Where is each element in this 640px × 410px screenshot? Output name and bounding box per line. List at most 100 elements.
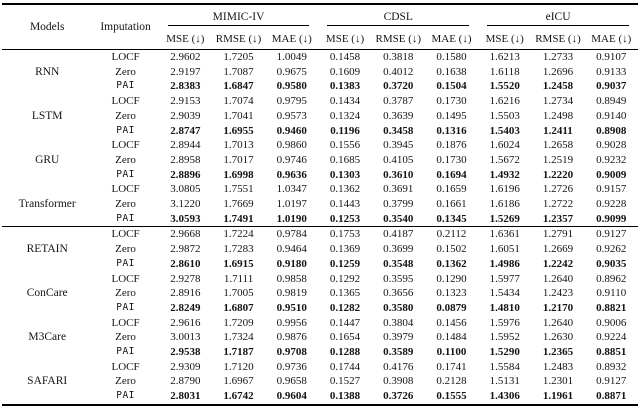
metric-value-cell: 1.0197: [276, 198, 307, 211]
metric-value-cell: 1.2640: [542, 316, 574, 329]
metric-value-cell: 0.1369: [329, 243, 361, 256]
metric-value-cell: 0.3804: [383, 316, 414, 329]
table-row: RNN LOCF 2.9602 1.7205 1.0049 0.1458 0.3818 0.1…: [2, 50, 638, 78]
metric-value-cell: 2.9538: [170, 346, 201, 359]
imputation-cell: PAI: [116, 124, 135, 136]
imputation-cell: Zero: [115, 198, 136, 211]
metric-value-cell: 0.3699: [383, 243, 414, 256]
metric-value-cell: 1.7013: [223, 139, 254, 152]
metric-value-cell: 0.0879: [436, 301, 467, 314]
metric-value-cell: 1.7005: [223, 287, 254, 300]
metric-value-cell: 1.7120: [223, 360, 254, 373]
column-header-imputation: Imputation: [92, 4, 159, 50]
imputation-cell: LOCF: [111, 139, 140, 152]
metric-value-cell: 0.3799: [383, 198, 414, 211]
metric-value-cell: 0.9573: [276, 109, 307, 122]
metric-value-cell: 2.9602: [170, 51, 201, 63]
metric-value-cell: 1.2357: [542, 212, 574, 225]
metric-value-cell: 1.2483: [542, 360, 574, 373]
table-row: PAI 2.8610 1.6915 0.9180 0.1259 0.3548 0.1362 1…: [2, 257, 638, 272]
imputation-cell: LOCF: [111, 183, 140, 196]
metric-value-cell: 1.7087: [223, 65, 254, 78]
metric-value-cell: 0.1362: [329, 183, 361, 196]
metric-value-cell: 1.7209: [223, 316, 254, 329]
metric-value-cell: 0.1484: [436, 331, 467, 344]
table-row: M3Care LOCF 2.9616 1.7209 0.9956 0.1447 0.3804…: [2, 316, 638, 344]
metric-value-cell: 3.0593: [170, 212, 201, 225]
metric-value-cell: 0.1556: [329, 139, 361, 152]
metric-value-cell: 0.4176: [383, 360, 414, 373]
metric-value-cell: 2.8944: [170, 139, 201, 152]
metric-value-cell: 0.1253: [329, 212, 361, 225]
metric-value-cell: 1.7324: [223, 331, 254, 344]
metric-value-cell: 0.2112: [424, 226, 479, 243]
metric-value-cell: 2.8896: [170, 168, 201, 181]
metric-value-cell: 0.1456: [436, 316, 467, 329]
table-row: LSTM LOCF 2.9153 1.7074 0.9795 0.1434 0.3787 0.…: [2, 94, 638, 122]
dataset-label: CDSL: [327, 11, 470, 26]
imputation-cell: Zero: [115, 109, 136, 122]
metric-value-cell: 0.1323: [436, 287, 467, 300]
metric-value-cell: 0.1100: [436, 346, 467, 359]
metric-value-cell: 0.3787: [383, 95, 414, 108]
table-row: Zero 2.8790 1.6967 0.9658 0.1527 0.3908 0.2128…: [2, 374, 638, 389]
metric-value-cell: 0.9006: [596, 316, 627, 329]
metric-value-cell: 0.9037: [596, 80, 627, 93]
metric-header-mae: MAE (↓): [265, 29, 319, 50]
metric-value-cell: 2.8610: [170, 257, 201, 270]
metric-value-cell: 0.3610: [383, 168, 414, 181]
metric-value-cell: 0.1741: [436, 360, 467, 373]
metric-value-cell: 1.5434: [489, 287, 520, 300]
table-row: PAI 2.8249 1.6807 0.9510 0.1282 0.3580 0.0879 1…: [2, 301, 638, 316]
metric-value-cell: 2.8249: [170, 301, 201, 314]
metric-value-cell: 1.6967: [223, 375, 254, 388]
table-row: PAI 2.9538 1.7187 0.9708 0.1288 0.3589 0.1100 1…: [2, 345, 638, 360]
metric-value-cell: 2.8790: [170, 375, 201, 388]
metric-value-cell: 0.3726: [383, 390, 414, 403]
metric-value-cell: 0.1365: [329, 287, 361, 300]
metric-value-cell: 2.9153: [170, 95, 201, 108]
metric-value-cell: 1.2669: [542, 243, 574, 256]
model-name-cell: RETAIN: [2, 226, 93, 272]
table-row: Zero 2.9197 1.7087 0.9675 0.1609 0.4012 0.1638…: [2, 65, 638, 80]
metric-value-cell: 1.5290: [489, 346, 520, 359]
metric-value-cell: 1.6742: [223, 390, 254, 403]
table-body: RNN LOCF 2.9602 1.7205 1.0049 0.1458 0.3818 0.1…: [2, 50, 638, 405]
metric-value-cell: 2.8383: [170, 80, 201, 93]
metric-value-cell: 0.3908: [383, 375, 414, 388]
metric-value-cell: 0.1876: [436, 139, 467, 152]
metric-value-cell: 3.1220: [170, 198, 201, 211]
metric-value-cell: 2.9309: [170, 360, 201, 373]
dataset-header-mimic-iv: MIMIC-IV: [159, 4, 319, 29]
imputation-cell: PAI: [116, 168, 135, 180]
metric-value-cell: 0.3595: [383, 272, 414, 285]
metric-value-cell: 1.5977: [489, 272, 520, 285]
metric-value-cell: 1.7205: [223, 51, 254, 63]
metric-value-cell: 0.1694: [436, 168, 467, 181]
table-row: RETAIN LOCF 2.9668 1.7224 0.9784 0.1753 0.4187…: [2, 226, 638, 272]
metric-value-cell: 1.0190: [276, 212, 307, 225]
metric-value-cell: 0.9956: [276, 316, 307, 329]
table-row: Zero 3.1220 1.7669 1.0197 0.1443 0.3799 0.1661…: [2, 197, 638, 212]
metric-value-cell: 0.4012: [383, 65, 414, 78]
metric-value-cell: 1.6186: [489, 198, 520, 211]
metric-value-cell: 0.9035: [596, 257, 627, 270]
metric-value-cell: 0.8949: [596, 95, 627, 108]
metric-value-cell: 0.1324: [329, 109, 361, 122]
metric-value-cell: 0.9580: [276, 80, 307, 93]
model-name-cell: RNN: [35, 65, 60, 78]
metric-value-cell: 1.2630: [542, 331, 574, 344]
metric-value-cell: 0.9262: [596, 243, 627, 256]
metric-value-cell: 0.1685: [329, 153, 361, 166]
imputation-cell: Zero: [115, 153, 136, 166]
metric-value-cell: 0.1303: [329, 168, 361, 181]
metric-value-cell: 0.4187: [371, 226, 425, 243]
table-row: GRU LOCF 2.8944 1.7013 0.9860 0.1556 0.3945 0.1…: [2, 138, 638, 166]
metric-value-cell: 0.1580: [436, 51, 467, 63]
imputation-cell: PAI: [116, 212, 135, 224]
metric-value-cell: 0.9876: [276, 331, 307, 344]
metric-value-cell: 1.6118: [489, 65, 520, 78]
metric-value-cell: 1.6024: [489, 139, 520, 152]
metric-value-cell: 0.4105: [383, 153, 414, 166]
metric-value-cell: 0.9107: [596, 51, 627, 63]
